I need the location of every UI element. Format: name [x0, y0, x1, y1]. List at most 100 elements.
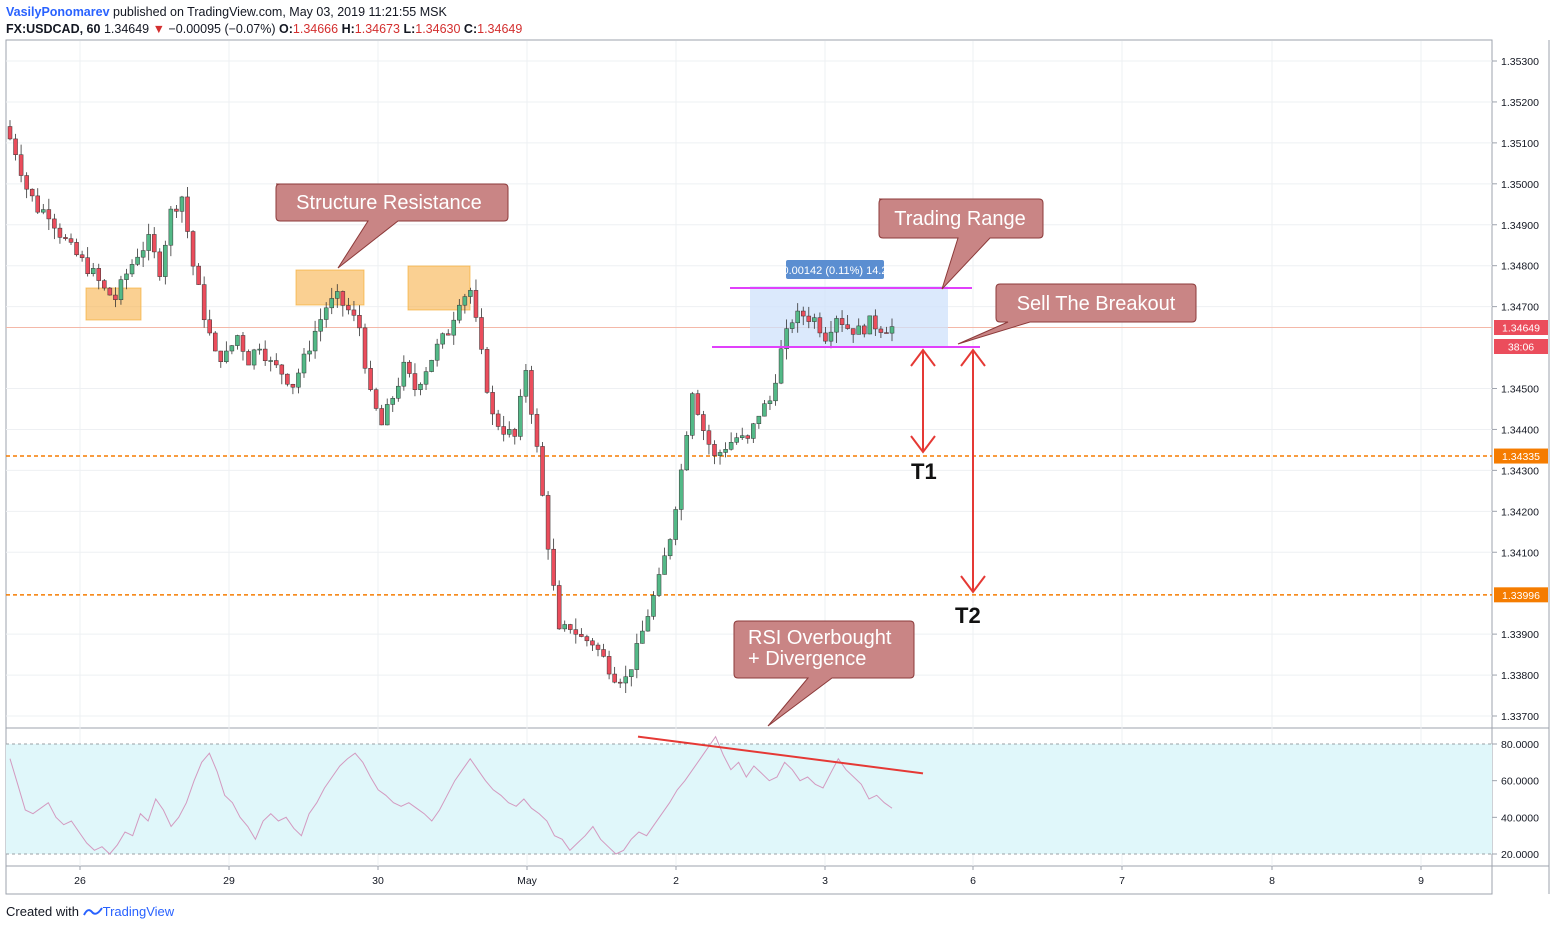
- candle-body: [806, 315, 812, 322]
- candle-body: [163, 244, 168, 277]
- rsi-divergence-line[interactable]: [637, 735, 924, 775]
- candle-body: [634, 643, 640, 670]
- candle-body: [74, 242, 79, 256]
- candle-body: [257, 348, 262, 351]
- current-price-badge-text: 1.34649: [1502, 323, 1540, 335]
- candle-body: [312, 330, 318, 352]
- time-tick-label: 8: [1269, 875, 1275, 887]
- symbol-label[interactable]: FX:USDCAD, 60: [6, 22, 101, 36]
- grid-lines: [6, 41, 1492, 866]
- candle-body: [290, 383, 296, 388]
- candle-body: [185, 196, 190, 232]
- candle-body: [834, 318, 839, 333]
- callout-sell-breakout-text: Sell The Breakout: [1017, 293, 1176, 315]
- target-t2-label: T2: [955, 603, 981, 628]
- candle-body: [839, 318, 845, 325]
- candle-body: [396, 385, 401, 399]
- open-value: 1.34666: [292, 22, 339, 36]
- candle-body: [296, 372, 301, 388]
- candle-body: [506, 429, 512, 435]
- range-measure-box: [750, 286, 948, 348]
- candlestick-series: [7, 120, 895, 694]
- price-tick-label: 1.34100: [1501, 547, 1539, 559]
- candle-body: [562, 624, 567, 630]
- candle-body: [612, 673, 617, 683]
- price-tick-label: 1.34800: [1501, 261, 1539, 273]
- callout-rsi-line2: + Divergence: [748, 648, 866, 670]
- candle-body: [146, 234, 151, 251]
- candle-body: [445, 333, 451, 336]
- candle-body: [812, 317, 817, 322]
- candle-body: [29, 188, 35, 197]
- candle-body: [728, 442, 734, 450]
- tradingview-logo-icon[interactable]: [82, 905, 103, 916]
- down-arrow-icon: ▼: [152, 22, 165, 36]
- candle-body: [207, 319, 212, 334]
- candle-body: [701, 414, 706, 431]
- candle-body: [384, 404, 390, 426]
- footer-created-with: Created with: [6, 904, 79, 919]
- candle-body: [351, 309, 357, 316]
- candle-body: [240, 335, 246, 352]
- candle-body: [90, 268, 96, 275]
- candle-body: [412, 373, 418, 390]
- candle-body: [534, 414, 540, 447]
- candle-body: [57, 227, 63, 238]
- candle-body: [717, 452, 723, 456]
- time-tick-label: 9: [1418, 875, 1424, 887]
- candle-body: [662, 555, 667, 575]
- candle-body: [340, 291, 346, 306]
- footer-brand[interactable]: TradingView: [102, 904, 175, 919]
- author-name[interactable]: VasilyPonomarev: [6, 5, 110, 19]
- time-tick-label: 6: [970, 875, 976, 887]
- candle-body: [595, 644, 601, 650]
- high-value: 1.34673: [354, 22, 400, 36]
- candle-body: [451, 319, 457, 336]
- candle-body: [734, 437, 739, 443]
- candle-body: [118, 279, 124, 300]
- callout-sell-breakout[interactable]: Sell The Breakout: [957, 283, 1197, 345]
- time-tick-label: May: [517, 875, 538, 887]
- candle-body: [568, 624, 573, 630]
- candle-body: [540, 446, 545, 496]
- callout-rsi-divergence[interactable]: RSI Overbought + Divergence: [733, 620, 915, 727]
- candle-body: [800, 310, 806, 317]
- candle-body: [706, 430, 712, 445]
- target-t1-label: T1: [911, 459, 937, 484]
- callout-structure-resistance[interactable]: Structure Resistance: [275, 183, 509, 269]
- candle-body: [24, 175, 29, 190]
- time-tick-label: 29: [223, 875, 235, 887]
- candle-body: [773, 382, 778, 402]
- candle-body: [329, 298, 334, 309]
- candle-body: [174, 208, 179, 212]
- low-label: L:: [403, 22, 416, 36]
- candle-body: [357, 315, 362, 329]
- price-tick-label: 1.34500: [1501, 384, 1539, 396]
- candle-body: [556, 585, 562, 630]
- price-tick-label: 1.34300: [1501, 465, 1539, 477]
- candle-body: [656, 574, 662, 596]
- countdown-badge: [1494, 339, 1548, 355]
- time-tick-label: 30: [372, 875, 384, 887]
- rsi-tick-label: 80.0000: [1501, 739, 1539, 751]
- callout-trading-range[interactable]: Trading Range: [878, 198, 1044, 290]
- rsi-line: [9, 735, 893, 855]
- candle-body: [418, 383, 423, 390]
- price-tick-label: 1.35100: [1501, 138, 1539, 150]
- published-text: published on TradingView.com, May 03, 20…: [113, 5, 447, 19]
- candle-body: [196, 265, 201, 285]
- candle-body: [423, 371, 429, 385]
- candle-body: [884, 332, 889, 334]
- callout-trading-range-text: Trading Range: [894, 208, 1026, 230]
- candle-body: [889, 326, 895, 334]
- candle-body: [285, 373, 290, 385]
- candle-body: [862, 325, 867, 335]
- candle-body: [501, 426, 506, 435]
- price-tick-label: 1.35000: [1501, 179, 1539, 191]
- level-t2-badge-text: 1.33996: [1502, 590, 1540, 602]
- candle-body: [246, 351, 251, 366]
- candle-body: [318, 319, 323, 332]
- rsi-axis-ticks: 80.0000 60.0000 40.0000 20.0000: [1492, 739, 1539, 861]
- candle-body: [113, 294, 118, 300]
